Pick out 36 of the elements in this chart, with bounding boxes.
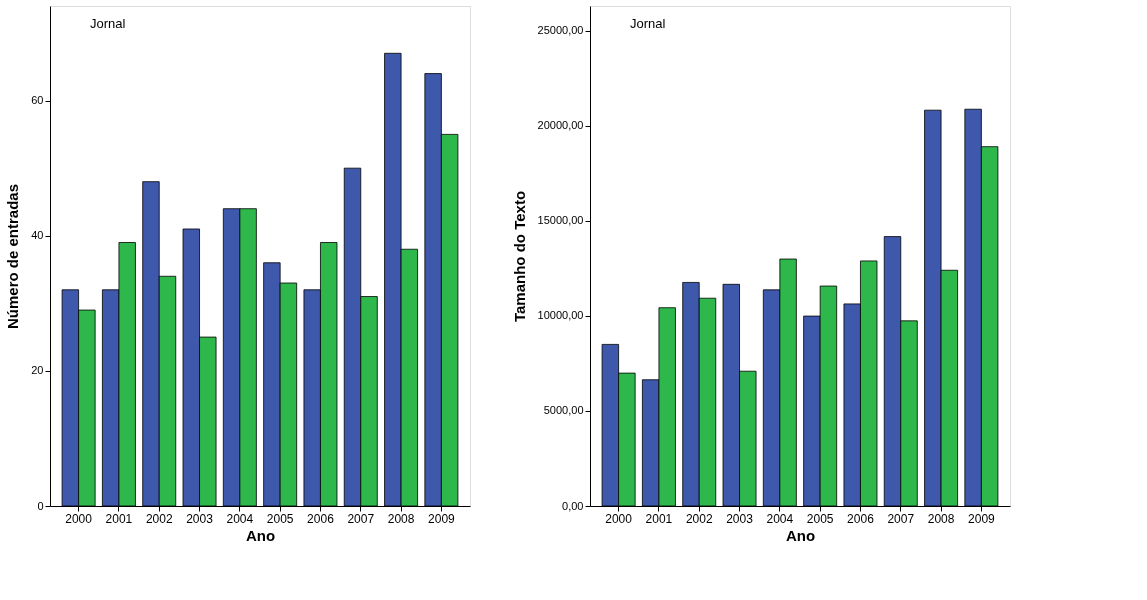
- x-axis-title: Ano: [245, 526, 276, 544]
- x-tick-label: 2004: [226, 511, 254, 526]
- x-tick-label: 2005: [266, 511, 294, 526]
- x-tick-label: 2000: [65, 511, 93, 526]
- annotation: Jornal: [90, 16, 126, 31]
- x-tick-label: 2001: [105, 511, 133, 526]
- y-tick-label: 10000,00: [537, 309, 584, 322]
- x-tick-label: 2007: [347, 511, 375, 526]
- x-tick-label: 2001: [645, 511, 673, 526]
- y-tick-label: 0,00: [562, 499, 584, 512]
- x-tick-label: 2006: [307, 511, 335, 526]
- x-axis-title: Ano: [785, 526, 816, 544]
- x-tick-label: 2008: [927, 511, 955, 526]
- y-tick-label: 5000,00: [543, 404, 584, 417]
- x-tick-label: 2007: [887, 511, 915, 526]
- y-tick-label: 60: [31, 94, 44, 107]
- x-tick-label: 2003: [186, 511, 214, 526]
- y-tick-label: 15000,00: [537, 214, 584, 227]
- y-tick-label: 40: [31, 229, 44, 242]
- x-tick-label: 2009: [968, 511, 996, 526]
- x-tick-label: 2002: [685, 511, 713, 526]
- y-tick-label: 0: [37, 499, 44, 512]
- y-tick-label: 20000,00: [537, 119, 584, 132]
- y-axis-title: Número de entradas: [4, 183, 22, 330]
- x-tick-label: 2009: [428, 511, 456, 526]
- x-tick-label: 2003: [726, 511, 754, 526]
- x-tick-label: 2002: [145, 511, 173, 526]
- y-axis-title: Tamanho do Texto: [510, 190, 528, 323]
- y-tick-label: 20: [31, 364, 44, 377]
- y-tick-label: 25000,00: [537, 24, 584, 37]
- x-tick-label: 2006: [847, 511, 875, 526]
- x-tick-label: 2008: [387, 511, 415, 526]
- x-tick-label: 2004: [766, 511, 794, 526]
- x-tick-label: 2005: [806, 511, 834, 526]
- annotation: Jornal: [630, 16, 666, 31]
- x-tick-label: 2000: [605, 511, 633, 526]
